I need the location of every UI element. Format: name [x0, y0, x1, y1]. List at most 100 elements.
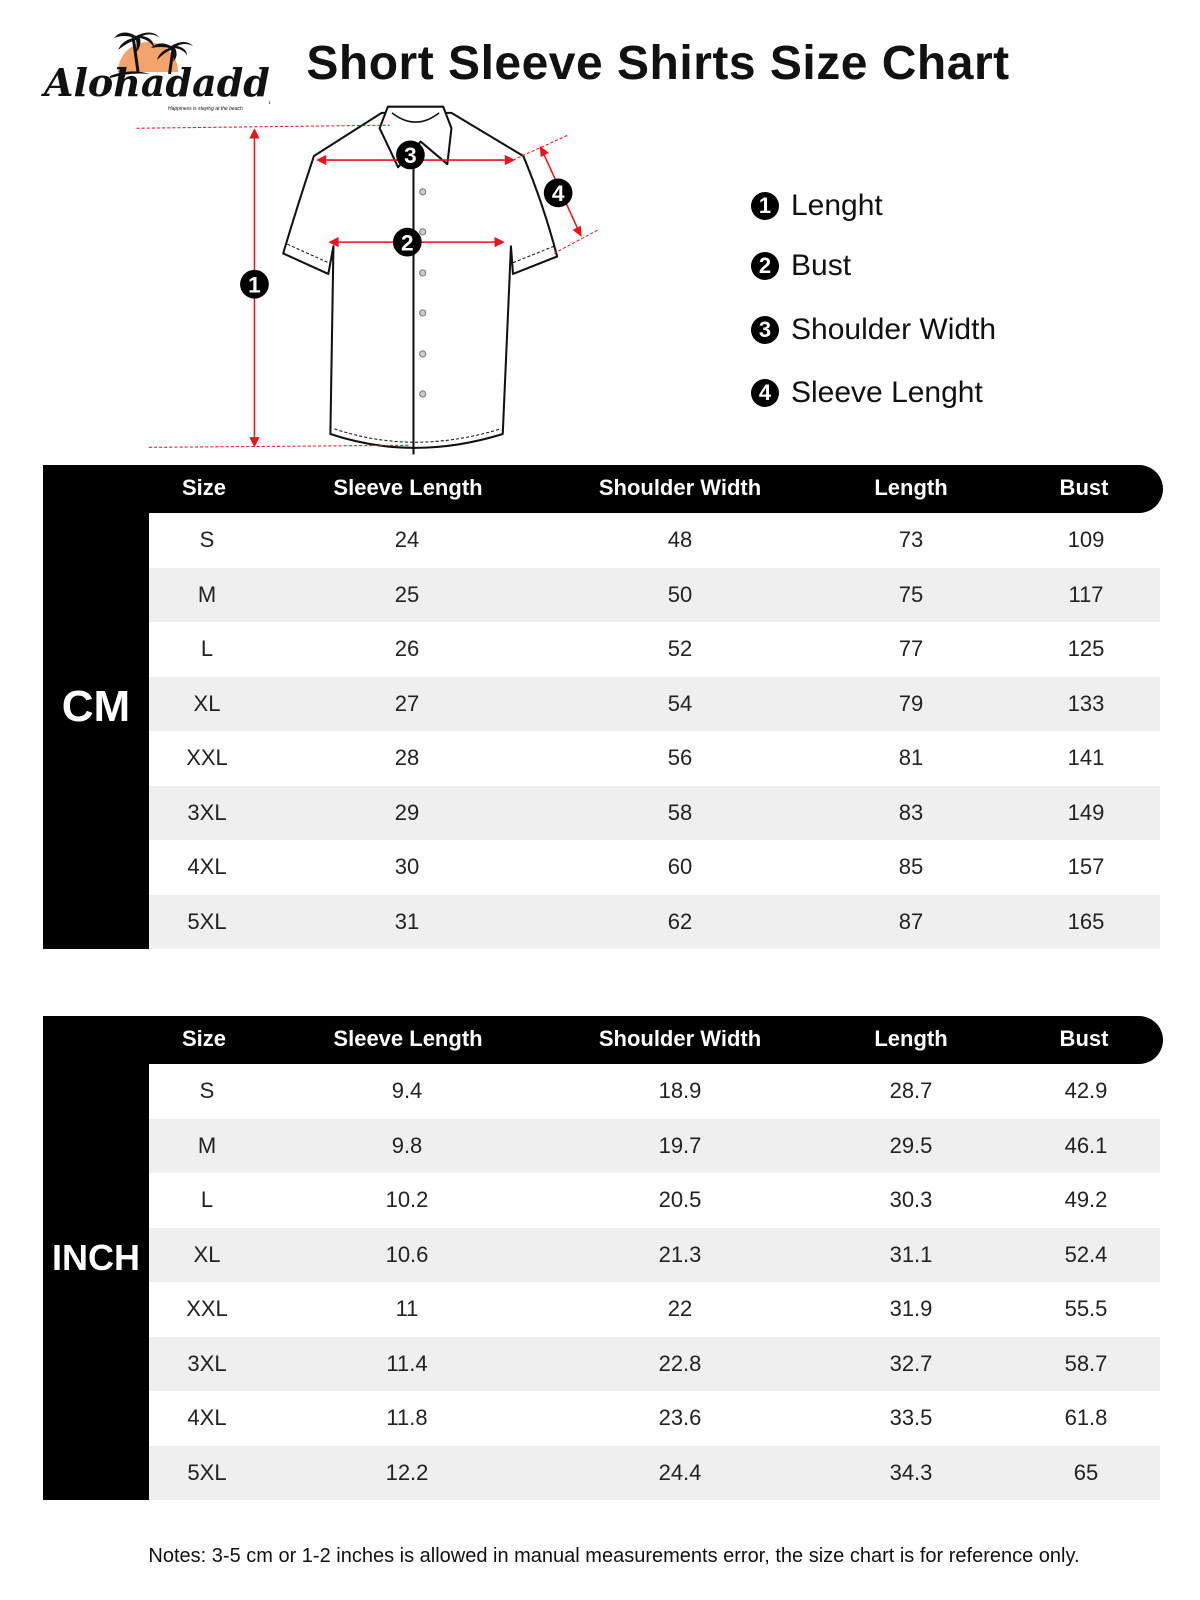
unit-label: INCH [43, 1016, 149, 1500]
table-cell: 60 [667, 854, 693, 879]
table-cell: 34.3 [889, 1459, 933, 1485]
table-cell: 85 [898, 854, 924, 879]
table-cell: 87 [898, 908, 924, 934]
brand-logo: Alohadaddy Happiness is staying at the b… [41, 32, 270, 112]
table-cell: 22 [667, 1296, 693, 1321]
column-header: Bust [1059, 475, 1109, 500]
table-cell: 149 [1067, 799, 1105, 825]
table-row: L 26 52 77 125 [149, 622, 1160, 677]
table-cell: 11 [395, 1296, 419, 1321]
table-cell: 5XL [187, 908, 227, 934]
shirt-diagram: 1 2 3 4 [136, 105, 599, 455]
table-cell: M [197, 1132, 217, 1158]
table-cell: 157 [1067, 854, 1105, 879]
table-row: XL 27 54 79 133 [149, 676, 1160, 731]
table-cell: M [197, 581, 217, 607]
table-cell: 24 [394, 527, 420, 552]
table-cell: 58.7 [1064, 1350, 1108, 1376]
column-header: Shoulder Width [598, 1026, 762, 1051]
table-cell: 9.4 [391, 1078, 423, 1103]
table-cell: XXL [186, 1296, 228, 1321]
table-cell: 31.9 [889, 1296, 933, 1321]
table-row: 5XL 12.2 24.4 34.3 65 [149, 1445, 1160, 1500]
marker-2: 2 [401, 230, 414, 255]
table-row: L 10.2 20.5 30.3 49.2 [149, 1173, 1160, 1228]
table-row: M 25 50 75 117 [149, 567, 1160, 622]
table-row: XXL 11 22 31.9 55.5 [149, 1282, 1160, 1337]
table-cell: L [200, 1187, 214, 1212]
unit-label: CM [43, 465, 149, 949]
marker-4: 4 [552, 181, 565, 206]
cm-size-table: CM Size Sleeve Length Shoulder Width Length B… [43, 465, 1163, 949]
table-row: 3XL 29 58 83 149 [149, 785, 1160, 840]
table-cell: 62 [667, 908, 693, 934]
table-cell: 11.8 [386, 1405, 428, 1430]
table-cell: 133 [1067, 690, 1105, 716]
table-cell: 20.5 [658, 1187, 702, 1212]
column-header: Sleeve Length [333, 475, 483, 500]
legend-item-bust: 2 Bust [751, 249, 851, 283]
table-header: Size Sleeve Length Shoulder Width Length Bus… [43, 1016, 1163, 1064]
table-cell: XL [193, 690, 221, 716]
table-cell: 23.6 [658, 1405, 702, 1430]
table-row: 3XL 11.4 22.8 32.7 58.7 [149, 1336, 1160, 1391]
table-cell: 33.5 [889, 1405, 933, 1430]
legend-badge: 3 [751, 316, 779, 344]
table-cell: 46.1 [1064, 1132, 1108, 1158]
table-cell: 30.3 [889, 1187, 933, 1212]
table-cell: 10.2 [385, 1187, 429, 1212]
brand-tagline: Happiness is staying at the beach [168, 106, 243, 112]
marker-1: 1 [248, 272, 261, 297]
legend-badge: 1 [751, 192, 779, 220]
table-cell: 9.8 [391, 1132, 423, 1158]
table-cell: 28.7 [889, 1078, 933, 1103]
shirt-buttons [419, 188, 427, 398]
table-cell: 26 [394, 636, 420, 661]
table-row: S 9.4 18.9 28.7 42.9 [149, 1064, 1160, 1119]
table-cell: 22.8 [658, 1350, 702, 1376]
table-cell: 25 [394, 581, 420, 607]
legend-item-sleeve-length: 4 Sleeve Lenght [751, 376, 983, 410]
notes-text: Notes: 3-5 cm or 1-2 inches is allowed i… [148, 1545, 1080, 1567]
column-header: Bust [1059, 1026, 1109, 1051]
table-cell: 52 [667, 636, 693, 661]
table-cell: 52.4 [1064, 1241, 1108, 1267]
table-cell: 4XL [187, 854, 227, 879]
legend-label: Bust [791, 249, 852, 282]
table-cell: 73 [898, 527, 924, 552]
table-cell: 75 [898, 581, 924, 607]
table-cell: 21.3 [658, 1241, 702, 1267]
legend-badge: 4 [751, 379, 779, 407]
column-header: Shoulder Width [598, 475, 762, 500]
table-cell: 81 [898, 745, 924, 770]
table-cell: 125 [1067, 636, 1105, 661]
table-row: 4XL 30 60 85 157 [149, 840, 1160, 895]
table-cell: 117 [1068, 581, 1104, 607]
table-cell: 18.9 [658, 1078, 702, 1103]
table-cell: 83 [898, 799, 924, 825]
table-cell: 77 [898, 636, 924, 661]
table-cell: 29 [394, 799, 420, 825]
table-cell: S [199, 527, 215, 552]
table-cell: 165 [1067, 908, 1105, 934]
table-header: Size Sleeve Length Shoulder Width Length Bus… [43, 465, 1163, 513]
brand-name: Alohadaddy [41, 60, 270, 105]
table-cell: 49.2 [1064, 1187, 1108, 1212]
table-cell: 58 [667, 799, 693, 825]
table-cell: 28 [394, 745, 420, 770]
table-row: S 24 48 73 109 [149, 513, 1160, 568]
column-header: Length [874, 1026, 948, 1051]
table-cell: 48 [667, 527, 693, 552]
table-cell: 3XL [187, 1350, 227, 1376]
table-cell: 61.8 [1064, 1405, 1108, 1430]
table-cell: 54 [667, 690, 693, 716]
legend-item-shoulder-width: 3 Shoulder Width [751, 313, 996, 347]
column-header: Size [181, 1026, 227, 1051]
table-cell: XXL [186, 745, 228, 770]
table-row: XL 10.6 21.3 31.1 52.4 [149, 1227, 1160, 1282]
table-cell: 31 [394, 908, 420, 934]
table-cell: 24.4 [658, 1459, 702, 1485]
table-row: 5XL 31 62 87 165 [149, 894, 1160, 949]
table-cell: 4XL [187, 1405, 227, 1430]
table-cell: 12.2 [385, 1459, 429, 1485]
